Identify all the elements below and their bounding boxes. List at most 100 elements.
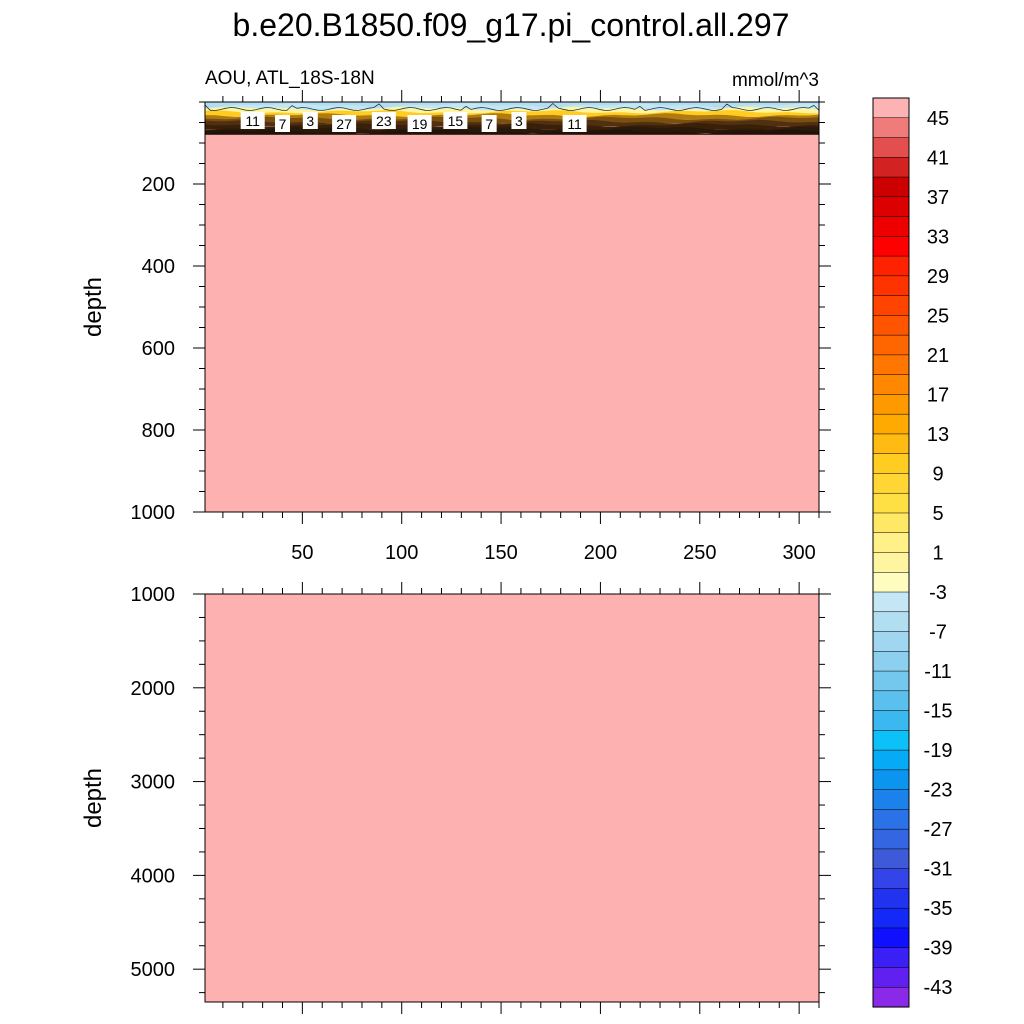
colorbar-swatch: [872, 137, 910, 158]
contour-label: 27: [336, 116, 352, 132]
colorbar-swatch: [872, 888, 910, 909]
colorbar-label: 13: [927, 424, 949, 446]
contour-label-box: [407, 115, 432, 132]
y-tick-label: 2000: [131, 678, 176, 700]
colorbar-swatch: [872, 236, 910, 257]
colorbar-label: 45: [927, 108, 949, 130]
colorbar-swatch: [872, 433, 910, 455]
contour-label: 3: [306, 113, 314, 129]
colorbar-swatch: [872, 710, 910, 731]
contour-label: 7: [485, 116, 493, 132]
x-tick-label: 150: [484, 542, 517, 564]
deep-fill-region: [205, 594, 819, 1002]
upper-depth-panel: 11 7 3 27 23 19 15 7 3 11 200 400 600 800 1000 50 100 150…: [131, 90, 831, 564]
x-tick-label: 100: [385, 542, 418, 564]
x-tick-label: 300: [782, 542, 815, 564]
colorbar-swatch: [872, 947, 910, 969]
colorbar-swatch: [872, 631, 910, 652]
colorbar-swatch: [872, 809, 910, 830]
x-tick-label: 250: [683, 542, 716, 564]
panel-frame: [204, 593, 820, 1003]
colorbar-frame: [872, 97, 910, 1008]
colorbar-swatch: [872, 394, 910, 415]
colorbar-swatch: [872, 196, 910, 218]
colorbar-swatch: [872, 769, 910, 791]
contour-label-box: [302, 112, 318, 129]
colorbar-label: -7: [929, 622, 947, 644]
colorbar-swatch: [872, 453, 910, 475]
colorbar-swatch: [872, 907, 910, 929]
x-tick-label: 200: [584, 542, 617, 564]
colorbar-swatch: [872, 512, 910, 534]
surface-contour-line: [204, 102, 820, 111]
colorbar-swatch: [872, 848, 910, 870]
colorbar-swatch: [872, 97, 910, 119]
colorbar-label: -43: [924, 977, 953, 999]
contour-label: 23: [376, 113, 392, 129]
colorbar-label: -15: [924, 701, 953, 723]
colorbar-swatch: [872, 295, 910, 316]
colorbar-swatch: [872, 552, 910, 573]
colorbar-label: 17: [927, 384, 949, 406]
contour-label: 11: [567, 116, 582, 132]
colorbar-swatch: [872, 749, 910, 771]
contour-label-box: [274, 115, 290, 132]
y-tick-label: 600: [142, 338, 175, 360]
colorbar-label: -3: [929, 582, 947, 604]
colorbar-swatch: [872, 986, 910, 1008]
colorbar: 45 41 37 33 29 25 21 17 13 9 5 1 -3 -7 -11 -15 -19 -23 -27…: [872, 97, 953, 1008]
colorbar-label: 41: [927, 147, 949, 169]
colorbar-label: -23: [924, 780, 953, 802]
y-tick-label: 1000: [131, 502, 176, 524]
colorbar-swatch: [872, 730, 910, 751]
contour-label: 3: [515, 113, 523, 129]
colorbar-swatch: [872, 967, 910, 988]
colorbar-swatch: [872, 354, 910, 376]
upper-y-axis-label: depth: [80, 277, 107, 337]
y-tick-label: 4000: [131, 865, 176, 887]
colorbar-label: -39: [924, 938, 953, 960]
colorbar-swatch: [872, 927, 910, 949]
contour-label: 15: [448, 113, 464, 129]
colorbar-label: -19: [924, 740, 953, 762]
y-tick-label: 5000: [131, 959, 176, 981]
contour-label-box: [332, 115, 357, 132]
surface-contour-band: [205, 126, 819, 134]
colorbar-swatch: [872, 216, 910, 237]
colorbar-swatch: [872, 275, 910, 297]
colorbar-swatch: [872, 670, 910, 692]
y-tick-label: 3000: [131, 772, 176, 794]
colorbar-swatch: [872, 334, 910, 356]
lower-y-axis-label: depth: [80, 768, 107, 828]
figure-title: b.e20.B1850.f09_g17.pi_control.all.297: [233, 7, 790, 43]
colorbar-swatch: [872, 868, 910, 889]
y-tick-label: 800: [142, 420, 175, 442]
colorbar-label: 37: [927, 187, 949, 209]
colorbar-label: 21: [927, 345, 949, 367]
subtitle-left: AOU, ATL_18S-18N: [205, 68, 375, 89]
contour-label-box: [511, 112, 527, 129]
contour-label: 11: [245, 113, 260, 129]
colorbar-swatch: [872, 789, 910, 810]
colorbar-swatch: [872, 255, 910, 277]
colorbar-label: 33: [927, 226, 949, 248]
colorbar-swatch: [872, 157, 910, 178]
colorbar-label: 29: [927, 266, 949, 288]
colorbar-swatch: [872, 591, 910, 613]
colorbar-label: 1: [932, 543, 943, 565]
colorbar-label: -27: [924, 819, 953, 841]
colorbar-label: -31: [924, 859, 953, 881]
colorbar-swatch: [872, 176, 910, 198]
colorbar-swatch: [872, 492, 910, 514]
colorbar-swatch: [872, 611, 910, 633]
contour-label-box: [371, 112, 396, 129]
colorbar-swatch: [872, 315, 910, 336]
colorbar-swatch: [872, 374, 910, 395]
colorbar-swatch: [872, 532, 910, 554]
contour-label-box: [443, 112, 468, 129]
colorbar-swatch: [872, 690, 910, 712]
contour-label-box: [562, 115, 587, 132]
colorbar-swatch: [872, 413, 910, 435]
colorbar-label: 9: [932, 463, 943, 485]
